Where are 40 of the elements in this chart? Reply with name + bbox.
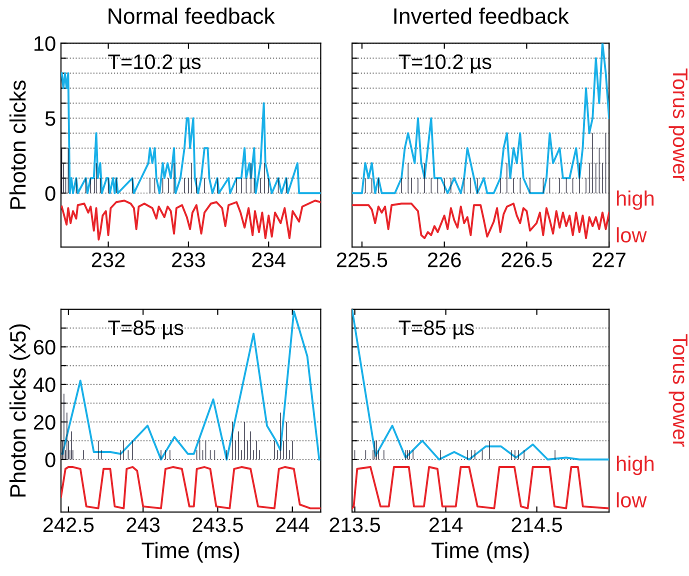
x-tick-label: 213.5: [330, 517, 380, 532]
y-tick-label: 10: [34, 36, 56, 51]
x-tick-label: 227: [592, 252, 626, 268]
text: low: [616, 227, 647, 242]
x-tick-label: 214: [429, 517, 463, 532]
x-tick-label: 242.5: [43, 517, 94, 532]
annotation: T=10.2 µs: [108, 54, 201, 74]
x-tick-label: 234: [252, 252, 286, 268]
x-tick-label: 226: [428, 252, 461, 268]
line-series: [60, 200, 321, 241]
y-axis-title: Photon clicks (x5): [9, 324, 30, 497]
annotation: T=85 µs: [398, 320, 474, 340]
line-series: [60, 466, 321, 510]
y2-axis-title: Torus power: [668, 68, 688, 182]
y-tick-label: 40: [33, 377, 56, 392]
x-tick-label: 243: [126, 517, 160, 532]
y-tick-label: 20: [34, 414, 56, 430]
x-tick-label: 244: [276, 517, 310, 532]
chart-title: Inverted feedback: [394, 8, 569, 24]
y-tick-label: 0: [45, 452, 56, 468]
text: low: [616, 492, 647, 508]
y2-axis-title: Torus power: [668, 334, 688, 447]
annotation: T=10.2 µs: [398, 54, 492, 74]
text: high: [616, 190, 654, 210]
line-series: [60, 72, 321, 194]
x-tick-label: 243.5: [192, 517, 243, 532]
x-tick-label: 232: [92, 252, 125, 268]
x-tick-label: 214.5: [512, 517, 562, 532]
y-tick-label: 5: [45, 111, 56, 126]
chart-title: Normal feedback: [108, 8, 275, 24]
annotation: T=85 µs: [108, 320, 184, 340]
y-tick-label: 60: [34, 340, 56, 355]
x-tick-label: 233: [172, 252, 205, 268]
y-axis-title: Photon clicks: [9, 80, 26, 209]
x-axis-title: Time (ms): [432, 542, 529, 563]
x-tick-label: 226.5: [502, 252, 552, 268]
text: high: [616, 456, 654, 476]
y-tick-label: 0: [45, 186, 56, 201]
x-tick-label: 225.5: [336, 252, 388, 268]
x-axis-title: Time (ms): [142, 542, 240, 563]
